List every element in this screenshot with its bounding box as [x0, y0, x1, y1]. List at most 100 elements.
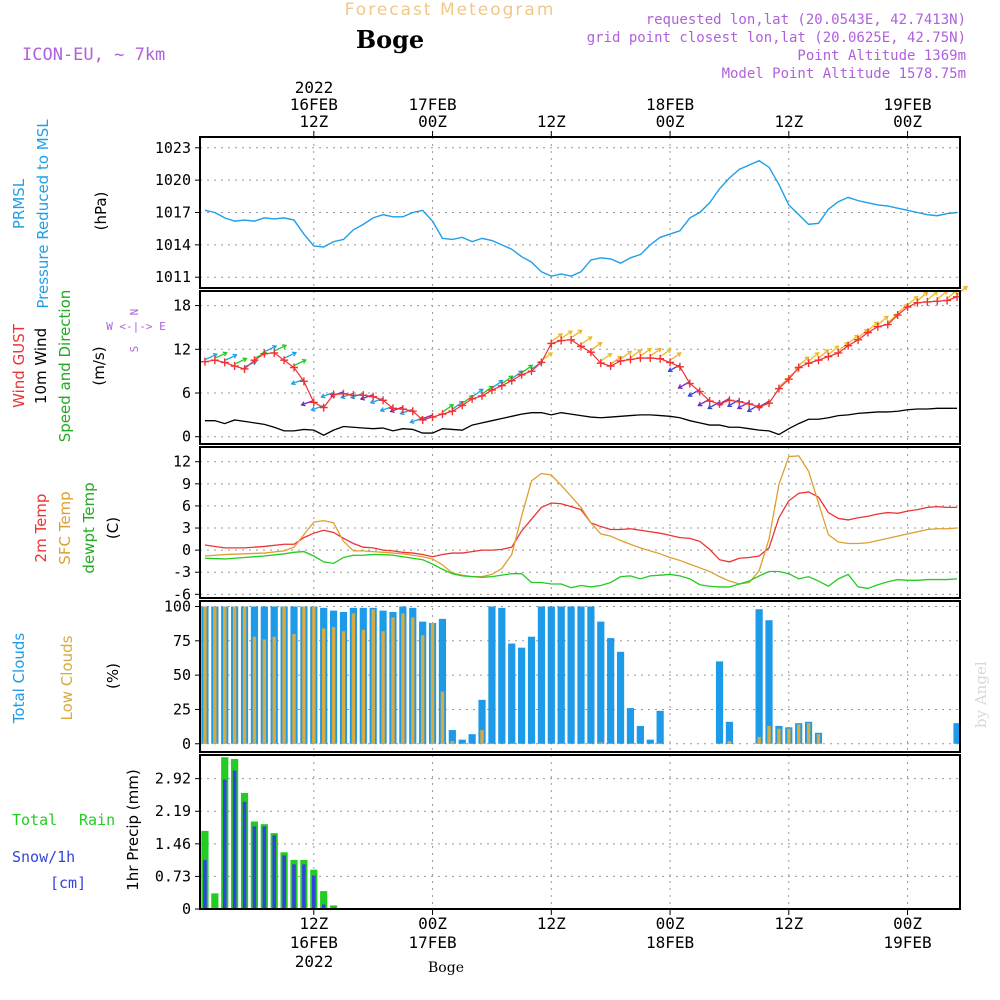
wind-gust-marker	[359, 391, 368, 400]
total-cloud-bar	[577, 606, 585, 744]
wind-direction-arrow	[630, 349, 642, 359]
wind-direction-arrow	[293, 359, 307, 367]
temp-ytick-label: 3	[182, 519, 191, 537]
wind-direction-arrow	[698, 398, 710, 407]
total-cloud-bar	[656, 710, 664, 744]
low-cloud-bar	[331, 627, 336, 744]
top-axis-time-label: 00Z	[418, 112, 447, 131]
wind-direction-arrowhead	[962, 285, 968, 291]
wind-gust-label: Wind GUST	[10, 323, 28, 408]
total-cloud-bar	[557, 606, 565, 744]
wind-gust-marker	[210, 356, 219, 365]
wind-gust-marker	[428, 413, 437, 422]
wind-gust-marker	[794, 363, 803, 372]
wind-gust-marker	[784, 375, 793, 384]
total-cloud-bar	[607, 638, 615, 744]
compass-west-east: W <-|-> E	[106, 320, 166, 333]
total-cloud-bar	[597, 621, 605, 744]
low-cloud-bar	[282, 606, 286, 744]
precip-snow-label: Snow/1h	[12, 848, 75, 866]
wind-direction-arrow	[639, 348, 652, 357]
bottom-axis-date-label: 17FEB	[408, 933, 456, 952]
snow-bar	[272, 835, 277, 909]
top-axis-time-label: 00Z	[893, 112, 922, 131]
wind-direction-arrow	[620, 350, 632, 360]
wind-direction-arrowhead	[707, 404, 713, 410]
low-cloud-bar	[757, 736, 761, 744]
clouds-ytick-label: 50	[173, 666, 191, 684]
wind-direction-arrowhead	[291, 351, 297, 357]
pressure-unit: (hPa)	[92, 192, 110, 231]
pressure-frame	[199, 136, 961, 289]
wind-direction-arrowhead	[804, 356, 810, 362]
wind-direction-arrow	[214, 352, 227, 359]
wind-direction-arrow	[471, 388, 484, 398]
bottom-axis-time-label: 12Z	[537, 914, 566, 933]
wind-gust-marker	[408, 407, 417, 416]
total-cloud-bar	[567, 606, 575, 744]
wind-direction-arrowhead	[854, 334, 860, 340]
wind-gust-marker	[675, 362, 684, 371]
wind-direction-arrowhead	[913, 295, 919, 301]
wind-direction-arrow	[907, 296, 918, 306]
wind-direction-arrow	[867, 321, 879, 332]
wind-direction-arrow	[234, 357, 247, 365]
wind-direction-arrow	[808, 352, 819, 362]
snow-bar	[321, 904, 326, 909]
wind-direction-arrow	[283, 352, 297, 359]
wind-gust-marker	[339, 389, 348, 398]
wind-direction-arrow	[659, 348, 672, 358]
wind-direction-arrow	[481, 385, 494, 395]
total-cloud-bar	[547, 606, 555, 744]
precip-frame	[199, 754, 961, 910]
total-cloud-bar	[458, 739, 466, 744]
wind-direction-arrow	[857, 328, 869, 339]
snow-bar	[262, 826, 267, 909]
clouds-ytick-label: 75	[173, 632, 191, 650]
total-cloud-bar	[518, 647, 526, 744]
wind-speed-line	[204, 407, 958, 436]
wind-direction-arrow	[461, 395, 474, 404]
wind-direction-arrowhead	[232, 353, 238, 359]
total-cloud-bar	[488, 606, 496, 744]
wind-gust-marker	[765, 399, 774, 408]
compass-south: S	[128, 346, 141, 353]
chart-title: Forecast Meteogram	[345, 0, 556, 20]
clouds-ytick-label: 100	[164, 597, 191, 615]
wind-gust-marker	[626, 355, 635, 364]
grid-coords: grid point closest lon,lat (20.0625E, 42…	[587, 30, 966, 46]
wind-frame	[199, 290, 961, 445]
low-cloud-bar	[312, 606, 316, 744]
wind-ytick-label: 6	[182, 384, 191, 402]
low-cloud-bar	[242, 606, 247, 744]
wind-gust-marker	[814, 356, 823, 365]
low-cloud-bar	[252, 636, 257, 744]
total-cloud-bar	[508, 643, 516, 744]
wind-gust-marker	[834, 348, 843, 357]
snow-bar	[222, 779, 227, 909]
bottom-axis-date-label: 19FEB	[883, 933, 931, 952]
wind-gust-marker	[735, 397, 744, 406]
point-altitude: Point Altitude 1369m	[797, 48, 966, 64]
wind-direction-arrow	[590, 342, 602, 351]
top-year-label: 2022	[295, 78, 334, 97]
wind-gust-marker	[943, 296, 952, 305]
wind-direction-arrow	[917, 291, 928, 302]
bottom-axis-date-label: 18FEB	[646, 933, 694, 952]
wind-gust-marker	[527, 367, 536, 376]
rain-bar	[320, 891, 328, 909]
wind-gust-marker	[220, 358, 229, 367]
clouds-low-label: Low Clouds	[58, 635, 76, 720]
temp-2m-label: 2m Temp	[32, 494, 50, 563]
wind-gust-marker	[715, 399, 724, 408]
wind-gust-marker	[448, 407, 457, 416]
wind-direction-arrow	[827, 345, 839, 356]
temp-ytick-label: 0	[182, 541, 191, 559]
precip-total-label: Total	[12, 811, 57, 829]
top-axis-date-label: 16FEB	[290, 95, 338, 114]
snow-bar	[252, 826, 257, 909]
low-cloud-bar	[420, 635, 425, 744]
panels: 1011 1014 1017 1020 1023 0 6 12 18 -6 -3 0 3 6 9 12 0 25 5…	[155, 136, 968, 918]
temp-sfc-line	[204, 455, 958, 585]
snow-bar	[282, 855, 286, 909]
